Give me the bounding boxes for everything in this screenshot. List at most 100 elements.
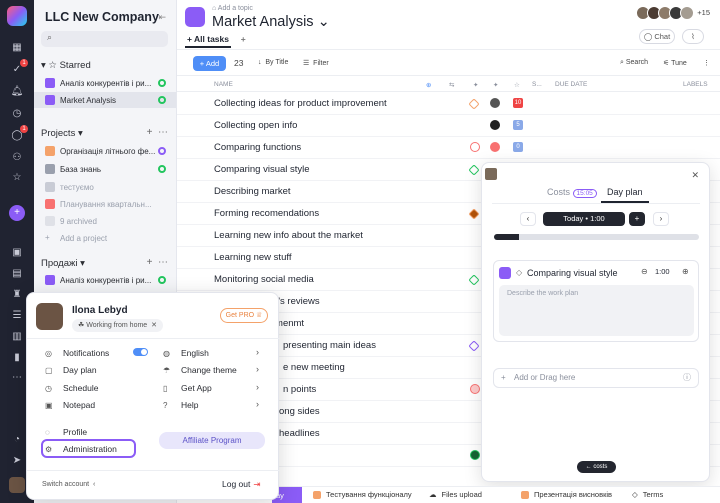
- sidebar-item-market-analysis[interactable]: Market Analysis: [34, 92, 176, 108]
- menu-profile[interactable]: ◌ Profile: [45, 427, 88, 437]
- sales-section[interactable]: Продажі ▾: [41, 258, 85, 269]
- bottom-item-files[interactable]: ☁ Files upload: [429, 490, 482, 499]
- affiliate-program-button[interactable]: Affiliate Program: [159, 432, 265, 449]
- sidebar-archived[interactable]: 9 archived: [34, 213, 176, 229]
- menu-day-plan[interactable]: ▢ Day plan: [45, 365, 97, 375]
- send-icon[interactable]: ➤: [12, 455, 22, 466]
- get-pro-button[interactable]: Get PRO ♕: [220, 308, 268, 323]
- tab-costs[interactable]: Costs 15:05: [547, 187, 597, 198]
- costs-button[interactable]: ← costs: [577, 461, 616, 473]
- sidebar-add-project[interactable]: + Add a project: [45, 233, 108, 243]
- next-day-button[interactable]: ›: [653, 212, 669, 226]
- bottom-item-partial[interactable]: ay: [272, 487, 302, 503]
- table-row[interactable]: Monitoring social media: [177, 269, 720, 291]
- menu-notifications[interactable]: ◎ Notifications: [45, 348, 110, 358]
- more-icon[interactable]: ⋯: [12, 372, 22, 383]
- table-row[interactable]: Comparing functions 0: [177, 137, 720, 159]
- trophy-icon[interactable]: ♜: [12, 289, 22, 300]
- chat-icon[interactable]: ◯ 1: [9, 125, 28, 144]
- table-row[interactable]: headlines: [177, 423, 720, 445]
- bell-icon[interactable]: 🔔︎: [10, 86, 24, 97]
- prev-day-button[interactable]: ‹: [520, 212, 536, 226]
- list-icon[interactable]: ☰: [12, 310, 22, 321]
- table-icon[interactable]: ▤: [12, 268, 22, 279]
- member-avatars[interactable]: +15: [636, 6, 710, 20]
- projects-actions[interactable]: + ⋯: [146, 127, 168, 138]
- more-icon[interactable]: ⋮: [703, 60, 710, 67]
- table-row[interactable]: ent's reviews: [177, 291, 720, 313]
- timer-icon[interactable]: ◔: [13, 434, 21, 445]
- avatar[interactable]: [36, 303, 63, 330]
- sidebar-item-starred-1[interactable]: Аналіз конкурентів і ри...: [34, 75, 176, 91]
- tab-day-plan[interactable]: Day plan: [607, 187, 643, 197]
- starred-section[interactable]: ▾ ☆ Starred: [41, 60, 91, 71]
- table-row[interactable]: [177, 445, 720, 467]
- table-row[interactable]: esmenmt: [177, 313, 720, 335]
- table-row[interactable]: Learning new stuff: [177, 247, 720, 269]
- grid-icon[interactable]: ▦: [12, 42, 22, 53]
- col-labels[interactable]: LABELS: [683, 81, 708, 88]
- menu-administration[interactable]: ⚙ Administration: [45, 444, 117, 454]
- sidebar-item-project-4[interactable]: Планування квартальн...: [34, 196, 176, 212]
- logout-button[interactable]: Log out ⇥: [222, 479, 261, 489]
- briefcase-icon[interactable]: ▣: [12, 247, 22, 258]
- switch-account-button[interactable]: Switch account ‹: [42, 481, 96, 488]
- plus-icon[interactable]: ⊕: [682, 267, 689, 276]
- table-row[interactable]: Collecting ideas for product improvement…: [177, 93, 720, 115]
- today-selector[interactable]: Today • 1:00: [543, 212, 625, 226]
- minus-icon[interactable]: ⊖: [641, 267, 648, 276]
- tasks-icon[interactable]: ✓ 1: [9, 59, 28, 78]
- filter-button[interactable]: ☰ Filter: [303, 60, 329, 67]
- sort-button[interactable]: ↓ By Title: [258, 59, 289, 66]
- collapse-icon[interactable]: ⇤: [158, 12, 166, 22]
- table-row[interactable]: Collecting open info 5: [177, 115, 720, 137]
- chart-icon[interactable]: ▮: [14, 352, 20, 363]
- chat-button[interactable]: ◯ Chat: [639, 29, 675, 44]
- table-row[interactable]: Learning new info about the market: [177, 225, 720, 247]
- search-button[interactable]: ⌕ Search: [620, 59, 649, 66]
- planned-task-time[interactable]: 1:00: [655, 267, 670, 276]
- status-pill[interactable]: ☘ Working from home ✕: [72, 319, 163, 332]
- planned-task-card[interactable]: ◇ Comparing visual style ⊖ 1:00 ⊕ Descri…: [493, 260, 699, 342]
- close-icon[interactable]: ✕: [151, 322, 157, 329]
- menu-notepad[interactable]: ▣ Notepad: [45, 400, 96, 410]
- sidebar-item-project-3[interactable]: тестуємо: [34, 179, 176, 195]
- sidebar-item-project-1[interactable]: Організація літнього фе...: [34, 143, 176, 159]
- notifications-toggle[interactable]: [133, 348, 148, 356]
- bottom-item-testing[interactable]: Тестування функціоналу: [313, 490, 412, 499]
- report-icon[interactable]: ▥: [12, 331, 22, 342]
- sidebar-item-sales-1[interactable]: Аналіз конкурентів і ри...: [34, 272, 176, 288]
- col-name[interactable]: NAME: [214, 81, 233, 88]
- add-or-drag-area[interactable]: + Add or Drag here ⓘ: [493, 368, 699, 388]
- sidebar-item-project-2[interactable]: База знань: [34, 161, 176, 177]
- projects-section[interactable]: Projects ▾: [41, 128, 83, 139]
- bottom-item-presentation[interactable]: Презентація висновків: [521, 490, 612, 499]
- table-row[interactable]: Describing market: [177, 181, 720, 203]
- tab-all-tasks[interactable]: + All tasks +: [187, 34, 246, 44]
- page-title[interactable]: Market Analysis ⌄: [212, 14, 330, 30]
- sidebar-search[interactable]: ⌕: [41, 31, 168, 47]
- menu-language[interactable]: ◍ English: [163, 348, 209, 358]
- info-icon[interactable]: ⓘ: [683, 373, 691, 382]
- tune-button[interactable]: ⚟ Tune: [663, 60, 687, 67]
- col-due-date[interactable]: DUE DATE: [555, 81, 588, 88]
- menu-get-app[interactable]: ▯ Get App: [163, 383, 212, 393]
- chevron-down-icon[interactable]: ⌄: [317, 14, 330, 30]
- add-button[interactable]: + Add: [193, 56, 226, 71]
- table-row[interactable]: ong sides: [177, 401, 720, 423]
- planned-task-name[interactable]: Comparing visual style: [527, 268, 618, 278]
- table-row[interactable]: Forming recomendations: [177, 203, 720, 225]
- people-icon[interactable]: ⚇: [12, 152, 22, 163]
- star-icon[interactable]: ☆: [12, 172, 22, 183]
- sales-actions[interactable]: + ⋯: [146, 257, 168, 268]
- table-row[interactable]: presenting main ideas: [177, 335, 720, 357]
- clock-icon[interactable]: ◷: [12, 108, 22, 119]
- app-logo[interactable]: [7, 6, 27, 26]
- menu-schedule[interactable]: ◷ Schedule: [45, 383, 99, 393]
- user-avatar-icon[interactable]: [9, 477, 25, 493]
- table-row[interactable]: n points: [177, 379, 720, 401]
- menu-help[interactable]: ? Help: [163, 400, 199, 410]
- work-plan-input[interactable]: Describe the work plan: [499, 285, 694, 336]
- sort-icon[interactable]: ⊕: [426, 82, 432, 89]
- plus-icon[interactable]: +: [9, 205, 25, 221]
